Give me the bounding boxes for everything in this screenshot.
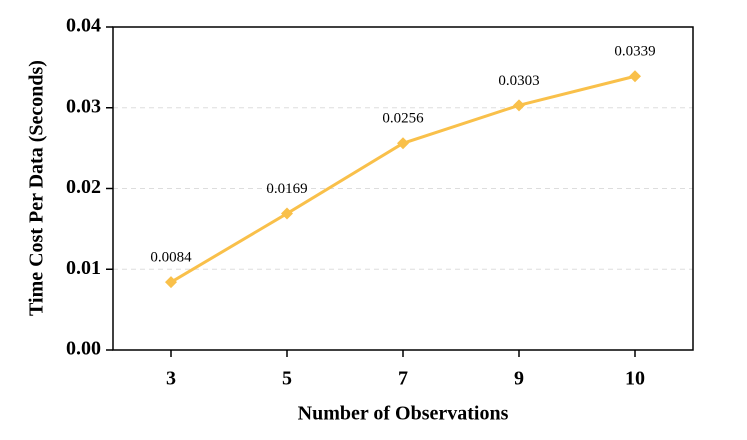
- data-label: 0.0256: [382, 111, 424, 127]
- x-axis-title: Number of Observations: [298, 403, 509, 425]
- x-tick-label: 5: [282, 368, 292, 390]
- x-tick-label: 10: [625, 368, 645, 390]
- y-tick-label: 0.02: [66, 176, 101, 198]
- marker: [165, 276, 177, 289]
- data-label: 0.0339: [614, 44, 655, 60]
- marker: [513, 99, 525, 112]
- y-tick-label: 0.03: [66, 95, 101, 117]
- y-tick-label: 0.01: [66, 257, 101, 279]
- data-label: 0.0169: [266, 181, 307, 197]
- line: [170, 74, 636, 284]
- x-tick-label: 9: [514, 368, 524, 390]
- marker: [397, 137, 409, 150]
- data-label: 0.0303: [498, 73, 539, 89]
- marker: [629, 70, 641, 83]
- y-tick-label: 0.04: [66, 15, 101, 37]
- y-axis-title: Time Cost Per Data (Seconds): [26, 60, 48, 316]
- x-tick-label: 3: [166, 368, 176, 390]
- marker: [281, 207, 293, 220]
- x-tick-label: 7: [398, 368, 408, 390]
- y-tick-label: 0.00: [66, 338, 101, 360]
- data-label: 0.0084: [150, 250, 192, 266]
